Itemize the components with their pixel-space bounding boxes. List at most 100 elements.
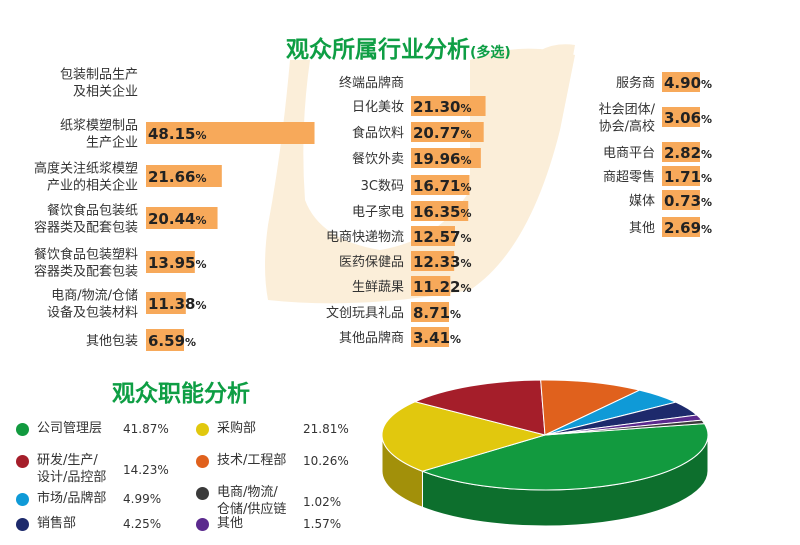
legend-label: 公司管理层: [37, 421, 103, 436]
legend-label: 研发/生产/设计/品控部: [37, 453, 107, 485]
legend-item: 研发/生产/设计/品控部 14.23%: [16, 452, 169, 486]
bar-value-label: 3.06%: [664, 109, 712, 127]
legend-item: 技术/工程部 10.26%: [196, 452, 349, 471]
pie-slice: [420, 423, 709, 491]
bar-value-label: 20.44%: [148, 210, 206, 228]
bar: [411, 175, 470, 195]
bar-label: 高度关注纸浆模塑产业的相关企业: [34, 161, 138, 194]
bar-value-label: 3.41%: [413, 329, 461, 347]
legend-value: 14.23%: [123, 462, 169, 477]
bar-value-label: 13.95%: [148, 254, 206, 272]
bar-value-label: 20.77%: [413, 124, 471, 142]
bar: [411, 327, 449, 347]
bar: [411, 96, 486, 116]
legend-swatch: [16, 455, 29, 468]
bar: [146, 292, 186, 314]
bar-label: 生鲜蔬果: [352, 280, 404, 295]
bar-label: 包装制品生产及相关企业: [60, 68, 138, 100]
bar-label: 餐饮外卖: [352, 151, 404, 167]
bar: [411, 302, 449, 322]
legend-value: 41.87%: [123, 422, 169, 436]
legend-value: 1.02%: [303, 494, 342, 509]
bar-label: 电商平台: [603, 146, 655, 161]
legend-label: 市场/品牌部: [37, 491, 107, 506]
legend-label: 技术/工程部: [217, 453, 287, 468]
legend-label: 电商/物流/仓储/供应链: [217, 485, 287, 517]
bar: [411, 276, 451, 296]
bar-label: 媒体: [629, 194, 655, 209]
bar-value-label: 11.38%: [148, 295, 206, 313]
legend-value: 10.26%: [303, 454, 349, 468]
bar: [411, 226, 455, 246]
bar: [662, 107, 700, 127]
bar-value-label: 2.69%: [664, 219, 712, 237]
bar-label: 文创玩具礼品: [326, 305, 404, 321]
pie-slice: [540, 379, 641, 436]
legend-value: 4.99%: [123, 492, 162, 506]
legend-swatch: [16, 518, 29, 531]
bar-value-label: 21.66%: [148, 168, 206, 186]
bar-value-label: 2.82%: [664, 144, 712, 162]
bar-value-label: 12.33%: [413, 253, 471, 271]
bar-label: 电商快递物流: [326, 230, 404, 245]
bar-value-label: 12.57%: [413, 228, 471, 246]
bar-label: 医药保健品: [339, 255, 404, 270]
bar: [411, 201, 469, 221]
bar-label: 终端品牌商: [339, 75, 404, 91]
bar-label: 其他品牌商: [339, 330, 404, 346]
bar-value-label: 4.90%: [664, 74, 712, 92]
bar: [662, 190, 700, 210]
legend-swatch: [196, 518, 209, 531]
legend-value: 4.25%: [123, 517, 162, 531]
bar-value-label: 21.30%: [413, 98, 471, 116]
bar: [146, 165, 222, 187]
bar-label: 商超零售: [603, 169, 655, 185]
legend-label: 其他: [217, 516, 244, 531]
bar: [146, 251, 195, 273]
bar-label: 3C数码: [361, 179, 404, 194]
pie-slice: [413, 379, 546, 436]
legend-swatch: [16, 493, 29, 506]
bar-value-label: 11.22%: [413, 278, 471, 296]
bar: [146, 122, 315, 144]
bar-value-label: 6.59%: [148, 332, 196, 350]
bar-value-label: 48.15%: [148, 125, 206, 143]
legend-label: 采购部: [217, 421, 257, 436]
bar-label: 电子家电: [352, 204, 404, 220]
legend-value: 21.81%: [303, 422, 349, 436]
legend-item: 市场/品牌部 4.99%: [16, 490, 161, 509]
bar-value-label: 8.71%: [413, 304, 461, 322]
bar-label: 社会团体/协会/高校: [599, 102, 656, 135]
legend-swatch: [196, 487, 209, 500]
bar-value-label: 16.35%: [413, 203, 471, 221]
bar-value-label: 19.96%: [413, 150, 471, 168]
legend-item: 公司管理层 41.87%: [16, 420, 169, 439]
legend-item: 销售部 4.25%: [16, 515, 161, 534]
legend-swatch: [196, 423, 209, 436]
legend-value: 1.57%: [303, 517, 342, 531]
bar: [662, 142, 700, 162]
bar: [411, 251, 455, 271]
legend-item: 电商/物流/仓储/供应链 1.02%: [196, 484, 341, 518]
legend-swatch: [196, 455, 209, 468]
bar: [662, 166, 700, 186]
pie-slice: [381, 401, 547, 472]
bar: [662, 72, 700, 92]
bar-label: 日化美妆: [352, 100, 404, 115]
bar-label: 餐饮食品包装纸容器类及配套包装: [34, 203, 138, 236]
bar-value-label: 1.71%: [664, 168, 712, 186]
bar-label: 电商/物流/仓储设备及包装材料: [47, 289, 138, 321]
function-chart-title: 观众职能分析: [112, 381, 250, 407]
bar-value-label: 0.73%: [664, 192, 712, 210]
pie-slice: [544, 419, 706, 436]
bar-label: 其他包装: [86, 334, 138, 349]
bar-label: 其他: [629, 221, 655, 236]
bar-label: 食品饮料: [352, 125, 404, 141]
legend-item: 其他 1.57%: [196, 515, 341, 534]
bar-label: 服务商: [616, 75, 655, 91]
bar-value-label: 16.71%: [413, 177, 471, 195]
